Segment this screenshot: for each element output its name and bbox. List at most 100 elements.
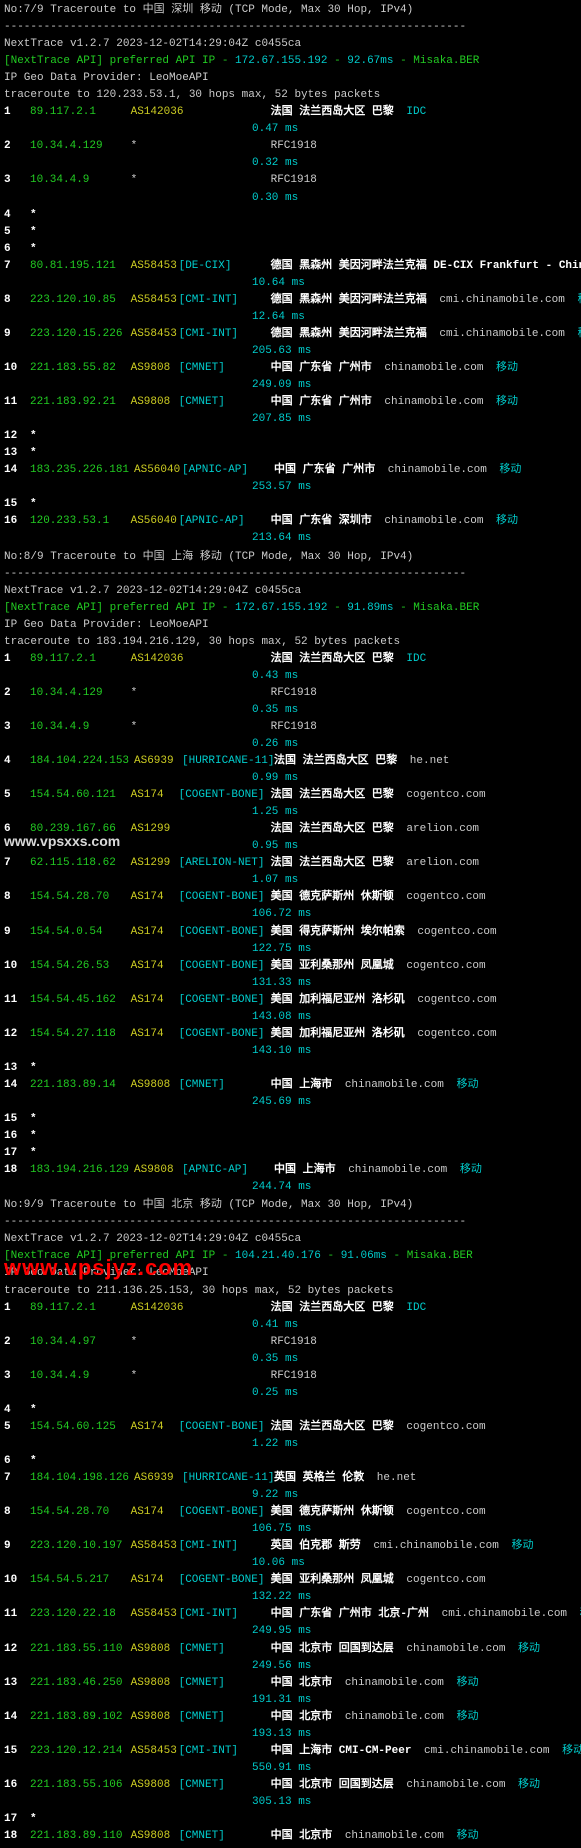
hop-index: 10 bbox=[4, 360, 30, 377]
traceroute-section: No:7/9 Traceroute to 中国 深圳 移动 (TCP Mode,… bbox=[4, 2, 577, 548]
hop-index: 18 bbox=[4, 1162, 30, 1179]
hop-asn: AS9808 bbox=[131, 1828, 179, 1845]
hop-type: 移动 bbox=[489, 515, 518, 527]
hop-latency: 249.09 ms bbox=[4, 377, 577, 394]
hop-host: RFC1918 bbox=[271, 687, 317, 699]
hop-location: 中国 广东省 广州市 bbox=[274, 464, 375, 476]
divider: ----------------------------------------… bbox=[4, 1214, 577, 1231]
hop-index: 2 bbox=[4, 1334, 30, 1351]
hop-ip: 154.54.26.53 bbox=[30, 958, 124, 975]
hop-asn: AS9808 bbox=[131, 1641, 179, 1658]
hop-asn: AS58453 bbox=[131, 1743, 179, 1760]
hop-tag: [CMNET] bbox=[179, 1675, 271, 1692]
hop-index: 7 bbox=[4, 1470, 30, 1487]
hop-host: cogentco.com bbox=[411, 926, 497, 938]
version-line: NextTrace v1.2.7 2023-12-02T14:29:04Z c0… bbox=[4, 36, 577, 53]
hop-location: 德国 黑森州 美因河畔法兰克福 bbox=[271, 294, 427, 306]
hop-row: 310.34.4.9 *RFC1918 bbox=[4, 1368, 577, 1385]
hop-index: 11 bbox=[4, 1606, 30, 1623]
hop-row: 11223.120.22.18 AS58453[CMI-INT]中国 广东省 广… bbox=[4, 1606, 577, 1623]
hop-row: 8154.54.28.70 AS174[COGENT-BONE]美国 德克萨斯州… bbox=[4, 1504, 577, 1521]
hop-row: 680.239.167.66 AS1299法国 法兰西岛大区 巴黎 arelio… bbox=[4, 821, 577, 838]
hop-location: 美国 亚利桑那州 凤凰城 bbox=[271, 1574, 394, 1586]
hop-row: 762.115.118.62 AS1299[ARELION-NET]法国 法兰西… bbox=[4, 855, 577, 872]
hop-asn: * bbox=[131, 172, 179, 189]
hop-latency: 249.56 ms bbox=[4, 1658, 577, 1675]
hop-host: chinamobile.com bbox=[378, 362, 484, 374]
hop-row: 10154.54.26.53 AS174[COGENT-BONE]美国 亚利桑那… bbox=[4, 958, 577, 975]
hop-host: chinamobile.com bbox=[342, 1164, 448, 1176]
hop-star: * bbox=[30, 430, 37, 442]
hop-latency: 1.07 ms bbox=[4, 872, 577, 889]
hop-latency: 213.64 ms bbox=[4, 530, 577, 547]
hop-row: 14221.183.89.14 AS9808[CMNET]中国 上海市 chin… bbox=[4, 1077, 577, 1094]
divider: ----------------------------------------… bbox=[4, 566, 577, 583]
hop-ip: 223.120.22.18 bbox=[30, 1606, 124, 1623]
hop-location: 法国 法兰西岛大区 巴黎 bbox=[271, 106, 394, 118]
hop-type: 移动 bbox=[450, 1677, 479, 1689]
hop-ip: 154.54.28.70 bbox=[30, 1504, 124, 1521]
hop-type: 移动 bbox=[493, 464, 522, 476]
hop-host: cmi.chinamobile.com bbox=[433, 328, 565, 340]
hop-tag: [CMNET] bbox=[179, 1828, 271, 1845]
hop-index: 14 bbox=[4, 1709, 30, 1726]
hop-asn: AS174 bbox=[131, 1419, 179, 1436]
hop-asn: AS174 bbox=[131, 1026, 179, 1043]
section-title: No:9/9 Traceroute to 中国 北京 移动 (TCP Mode,… bbox=[4, 1197, 577, 1214]
traceroute-section: No:8/9 Traceroute to 中国 上海 移动 (TCP Mode,… bbox=[4, 549, 577, 1197]
hop-asn: * bbox=[131, 1368, 179, 1385]
hop-location: 中国 上海市 CMI-CM-Peer bbox=[271, 1745, 412, 1757]
hop-index: 6 bbox=[4, 821, 30, 838]
hop-ip: 89.117.2.1 bbox=[30, 1300, 124, 1317]
hop-tag: [COGENT-BONE] bbox=[179, 1026, 271, 1043]
hop-star-row: 13* bbox=[4, 1060, 577, 1077]
hop-row: 9223.120.10.197 AS58453[CMI-INT]英国 伯克郡 斯… bbox=[4, 1538, 577, 1555]
hop-index: 3 bbox=[4, 1368, 30, 1385]
hop-row: 210.34.4.97 *RFC1918 bbox=[4, 1334, 577, 1351]
hop-asn: AS9808 bbox=[131, 1777, 179, 1794]
hop-location: 法国 法兰西岛大区 巴黎 bbox=[271, 653, 394, 665]
hop-star-row: 4* bbox=[4, 1402, 577, 1419]
hop-asn: AS58453 bbox=[131, 292, 179, 309]
hop-location: 法国 法兰西岛大区 巴黎 bbox=[271, 789, 394, 801]
hop-row: 14183.235.226.181AS56040[APNIC-AP]中国 广东省… bbox=[4, 462, 577, 479]
hop-type: 移动 bbox=[511, 1779, 540, 1791]
hop-ip: 184.104.224.153 bbox=[30, 753, 134, 770]
hop-latency: 550.91 ms bbox=[4, 1760, 577, 1777]
hop-asn: * bbox=[131, 685, 179, 702]
hop-ip: 154.54.45.162 bbox=[30, 992, 124, 1009]
hop-tag: [CMNET] bbox=[179, 1077, 271, 1094]
hop-index: 10 bbox=[4, 958, 30, 975]
hop-latency: 0.41 ms bbox=[4, 1317, 577, 1334]
hop-index: 10 bbox=[4, 1572, 30, 1589]
hop-latency: 131.33 ms bbox=[4, 975, 577, 992]
hop-index: 4 bbox=[4, 753, 30, 770]
hop-index: 11 bbox=[4, 992, 30, 1009]
hop-host: cmi.chinamobile.com bbox=[435, 1608, 567, 1620]
hop-host: cogentco.com bbox=[400, 1506, 486, 1518]
hop-row: 12221.183.55.110 AS9808[CMNET]中国 北京市 回国到… bbox=[4, 1641, 577, 1658]
hop-tag: [APNIC-AP] bbox=[182, 462, 274, 479]
hop-host: cmi.chinamobile.com bbox=[433, 294, 565, 306]
hop-host: chinamobile.com bbox=[381, 464, 487, 476]
hop-ip: 80.239.167.66 bbox=[30, 821, 124, 838]
hop-tag: [COGENT-BONE] bbox=[179, 992, 271, 1009]
hop-location: 美国 亚利桑那州 凤凰城 bbox=[271, 960, 394, 972]
hop-type: 移动 bbox=[555, 1745, 581, 1757]
hop-star-row: 17* bbox=[4, 1811, 577, 1828]
hop-row: 10154.54.5.217 AS174[COGENT-BONE]美国 亚利桑那… bbox=[4, 1572, 577, 1589]
hop-tag: [CMNET] bbox=[179, 1709, 271, 1726]
hop-latency: 249.95 ms bbox=[4, 1623, 577, 1640]
hop-row: 9154.54.0.54 AS174[COGENT-BONE]美国 得克萨斯州 … bbox=[4, 924, 577, 941]
hop-asn: AS1299 bbox=[131, 855, 179, 872]
hop-row: 4184.104.224.153AS6939[HURRICANE-11]法国 法… bbox=[4, 753, 577, 770]
hop-tag: [CMNET] bbox=[179, 360, 271, 377]
hop-star: * bbox=[30, 1062, 37, 1074]
hop-row: 5154.54.60.125 AS174[COGENT-BONE]法国 法兰西岛… bbox=[4, 1419, 577, 1436]
hop-type: 移动 bbox=[453, 1164, 482, 1176]
hop-row: 18221.183.89.110 AS9808[CMNET]中国 北京市 chi… bbox=[4, 1828, 577, 1845]
hop-row: 210.34.4.129 *RFC1918 bbox=[4, 138, 577, 155]
hop-location: 美国 德克萨斯州 休斯顿 bbox=[271, 891, 394, 903]
hop-type: 移动 bbox=[571, 294, 581, 306]
hop-ip: 154.54.60.121 bbox=[30, 787, 124, 804]
